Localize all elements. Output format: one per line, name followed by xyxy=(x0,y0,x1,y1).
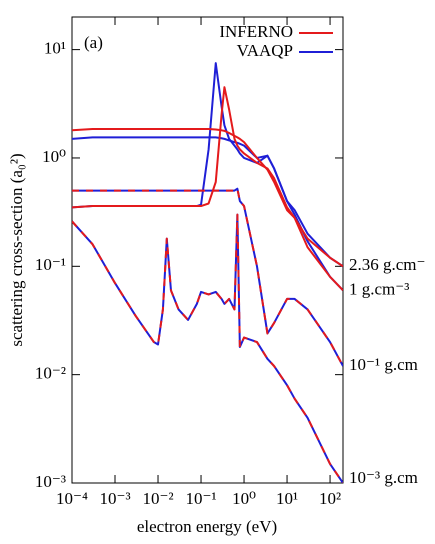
line-series xyxy=(72,213,343,483)
curve-label: 10⁻³ g.cm xyxy=(349,468,418,487)
x-tick-label: 10⁻² xyxy=(142,489,173,508)
y-tick-label: 10¹ xyxy=(44,39,66,58)
curve-label: 2.36 g.cm⁻ xyxy=(349,255,426,274)
curve-label: 10⁻¹ g.cm xyxy=(349,355,418,374)
x-tick-label: 10¹ xyxy=(276,489,298,508)
line-series xyxy=(72,86,343,292)
x-tick-label: 10⁰ xyxy=(232,489,256,508)
line-series xyxy=(72,187,343,367)
y-tick-label: 10⁻³ xyxy=(35,472,66,491)
plot-lines xyxy=(72,62,343,483)
y-tick-label: 10⁻¹ xyxy=(35,255,66,274)
line-series xyxy=(72,213,343,483)
legend-label: VAAQP xyxy=(237,41,293,60)
x-axis-label: electron energy (eV) xyxy=(137,517,277,536)
y-tick-label: 10⁰ xyxy=(42,147,66,166)
x-tick-label: 10⁻¹ xyxy=(185,489,216,508)
x-tick-label: 10⁻⁴ xyxy=(56,489,88,508)
legend-label: INFERNO xyxy=(219,22,293,41)
curve-label: 1 g.cm⁻³ xyxy=(349,279,409,298)
y-tick-label: 10⁻² xyxy=(35,364,66,383)
line-series xyxy=(72,62,343,292)
annotation: (a) xyxy=(84,33,103,52)
plot-frame xyxy=(71,16,344,484)
line-series xyxy=(72,128,343,268)
x-tick-label: 10² xyxy=(319,489,341,508)
y-axis-label: scattering cross-section (a₀²) xyxy=(7,153,26,346)
x-tick-label: 10⁻³ xyxy=(99,489,130,508)
